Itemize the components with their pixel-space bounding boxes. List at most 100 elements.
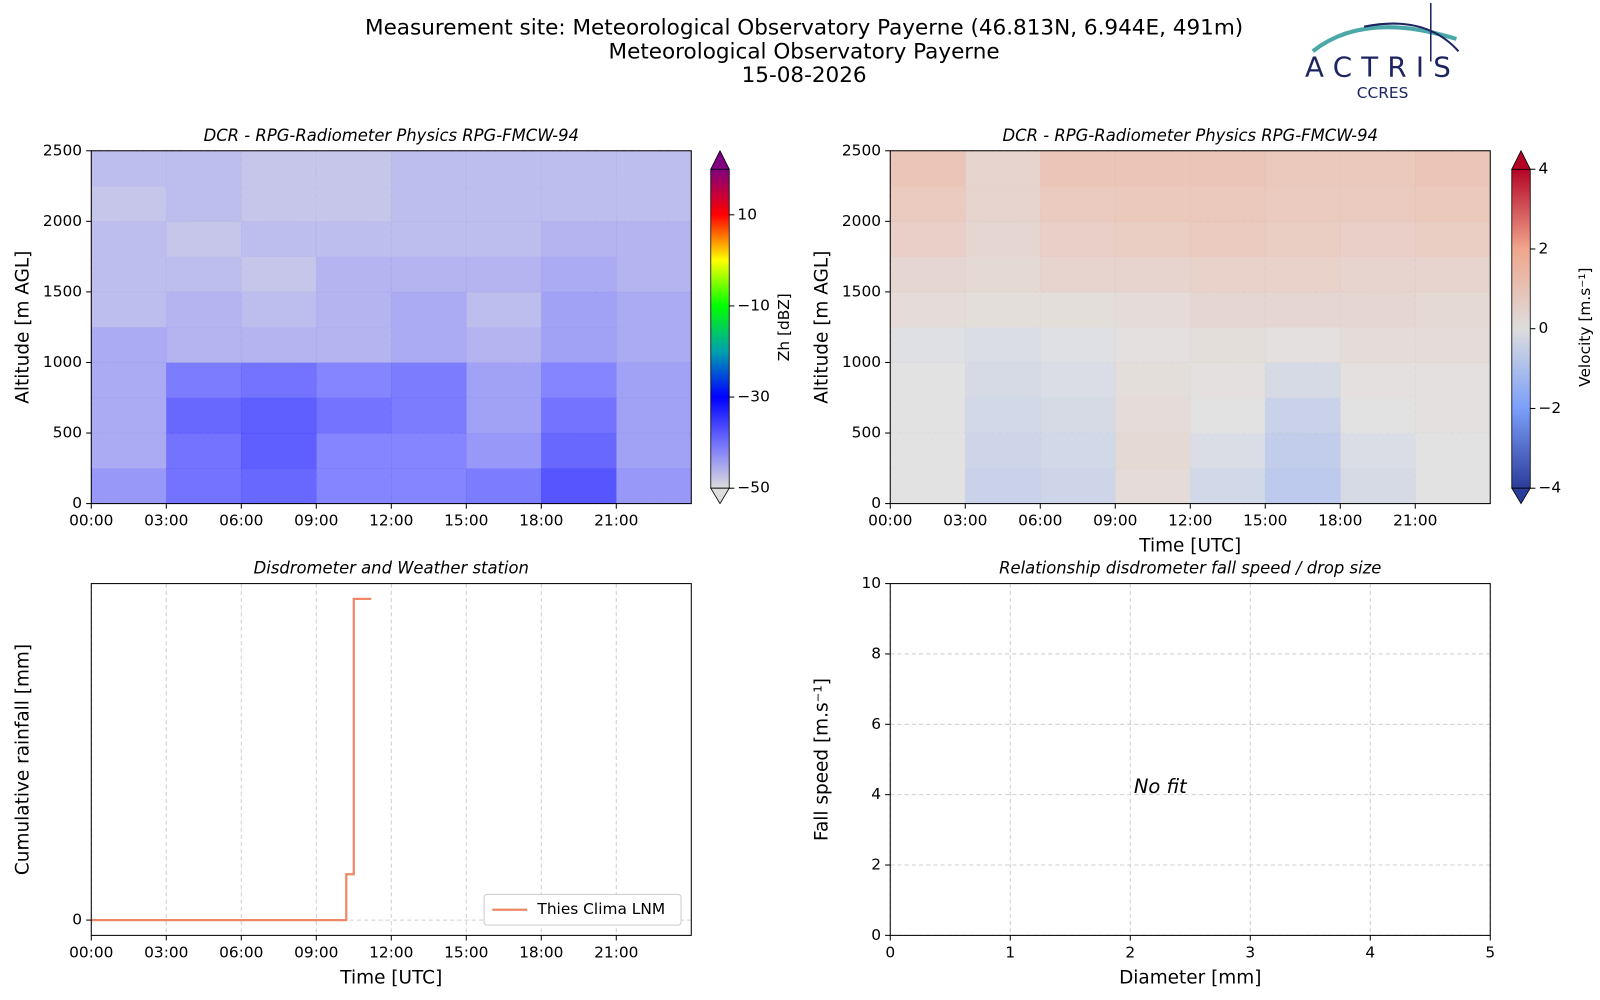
x-tick-label: 18:00 <box>519 943 563 961</box>
heat-cell <box>616 186 692 222</box>
x-tick-label: 09:00 <box>1093 512 1137 530</box>
x-tick-label: 0 <box>885 943 895 961</box>
heat-cell <box>1415 186 1491 222</box>
x-tick-label: 03:00 <box>144 943 188 961</box>
heat-cell <box>241 256 317 293</box>
heat-cell <box>890 221 966 257</box>
heat-cell <box>91 362 167 399</box>
heat-cell <box>1040 291 1116 328</box>
heat-cell <box>1340 397 1416 434</box>
heat-cell <box>1265 327 1341 363</box>
y-tick-label: 0 <box>871 926 881 944</box>
heat-cell <box>1190 397 1266 434</box>
logo-name: ACTRIS <box>1305 51 1460 84</box>
y-tick-label: 0 <box>871 494 881 512</box>
heat-cell <box>1340 327 1416 363</box>
legend-label: Thies Clima LNM <box>536 900 665 918</box>
heat-cell <box>541 221 617 257</box>
heat-cell <box>890 397 966 434</box>
heat-cell <box>1265 433 1341 469</box>
heat-cell <box>466 150 542 187</box>
y-tick-label: 0 <box>72 494 82 512</box>
colorbar-label: Zh [dBZ] <box>775 293 793 361</box>
heat-cell <box>1415 150 1491 187</box>
y-tick-label: 2000 <box>842 212 881 230</box>
heat-cell <box>890 291 966 328</box>
heat-cell <box>166 150 242 187</box>
header-title: Measurement site: Meteorological Observa… <box>365 16 1243 41</box>
logo-arc <box>1311 25 1458 53</box>
plot-title: DCR - RPG-Radiometer Physics RPG-FMCW-94 <box>204 126 579 145</box>
heat-cell <box>91 291 167 328</box>
x-tick-label: 00:00 <box>868 512 912 530</box>
heat-cell <box>466 221 542 257</box>
heat-cell <box>466 433 542 469</box>
heat-cell <box>541 362 617 399</box>
heat-cell <box>316 397 392 434</box>
annotation: No fit <box>1134 775 1188 798</box>
y-tick-label: 2000 <box>43 212 82 230</box>
heat-cell <box>616 150 692 187</box>
colorbar <box>1511 168 1531 489</box>
heat-cell <box>616 327 692 363</box>
heat-cell <box>241 327 317 363</box>
heat-cell <box>1190 256 1266 293</box>
heat-cell <box>616 362 692 399</box>
x-tick-label: 03:00 <box>943 512 987 530</box>
heat-cell <box>1115 150 1191 187</box>
logo-subtitle: CCRES <box>1357 84 1409 102</box>
heat-cell <box>541 150 617 187</box>
heat-cell <box>1190 468 1266 504</box>
heat-cell <box>241 150 317 187</box>
heat-cell <box>1040 150 1116 187</box>
heat-cell <box>391 256 467 293</box>
y-tick-label: 2500 <box>842 141 881 159</box>
heat-cell <box>241 468 317 504</box>
heat-cell <box>241 362 317 399</box>
heat-cell <box>91 468 167 504</box>
heat-cell <box>1265 362 1341 399</box>
heat-cell <box>1190 221 1266 257</box>
heat-cell <box>166 362 242 399</box>
heat-cell <box>1415 256 1491 293</box>
x-tick-label: 18:00 <box>1318 512 1362 530</box>
heat-cell <box>1265 186 1341 222</box>
heat-cell <box>241 186 317 222</box>
heat-cell <box>1115 362 1191 399</box>
heat-cell <box>965 362 1041 399</box>
heat-cell <box>391 291 467 328</box>
x-tick-label: 18:00 <box>519 512 563 530</box>
colorbar-label: Velocity [m.s⁻¹] <box>1576 267 1594 386</box>
colorbar-tick-label: −30 <box>737 388 769 406</box>
heat-cell <box>466 256 542 293</box>
plot-frame <box>90 583 692 936</box>
heat-cell <box>1340 433 1416 469</box>
heat-cell <box>1115 468 1191 504</box>
heat-cell <box>965 291 1041 328</box>
heat-cell <box>316 150 392 187</box>
heat-cell <box>890 150 966 187</box>
heat-cell <box>1265 397 1341 434</box>
heat-cell <box>1340 150 1416 187</box>
heat-cell <box>965 150 1041 187</box>
heat-cell <box>1190 291 1266 328</box>
heat-cell <box>1415 433 1491 469</box>
colorbar-tick-label: −2 <box>1538 399 1561 417</box>
heat-cell <box>541 468 617 504</box>
x-tick-label: 09:00 <box>294 512 338 530</box>
heat-cell <box>965 221 1041 257</box>
heat-cell <box>316 362 392 399</box>
heat-cell <box>166 256 242 293</box>
colorbar-extend <box>710 149 730 170</box>
heat-cell <box>241 291 317 328</box>
heat-cell <box>965 327 1041 363</box>
heat-cell <box>1040 362 1116 399</box>
heat-cell <box>391 150 467 187</box>
heat-cell <box>1190 186 1266 222</box>
heat-cell <box>91 256 167 293</box>
heat-cell <box>541 291 617 328</box>
heat-cell <box>616 433 692 469</box>
x-axis-label: Diameter [mm] <box>1119 967 1261 988</box>
heat-cell <box>316 433 392 469</box>
heat-cell <box>91 433 167 469</box>
